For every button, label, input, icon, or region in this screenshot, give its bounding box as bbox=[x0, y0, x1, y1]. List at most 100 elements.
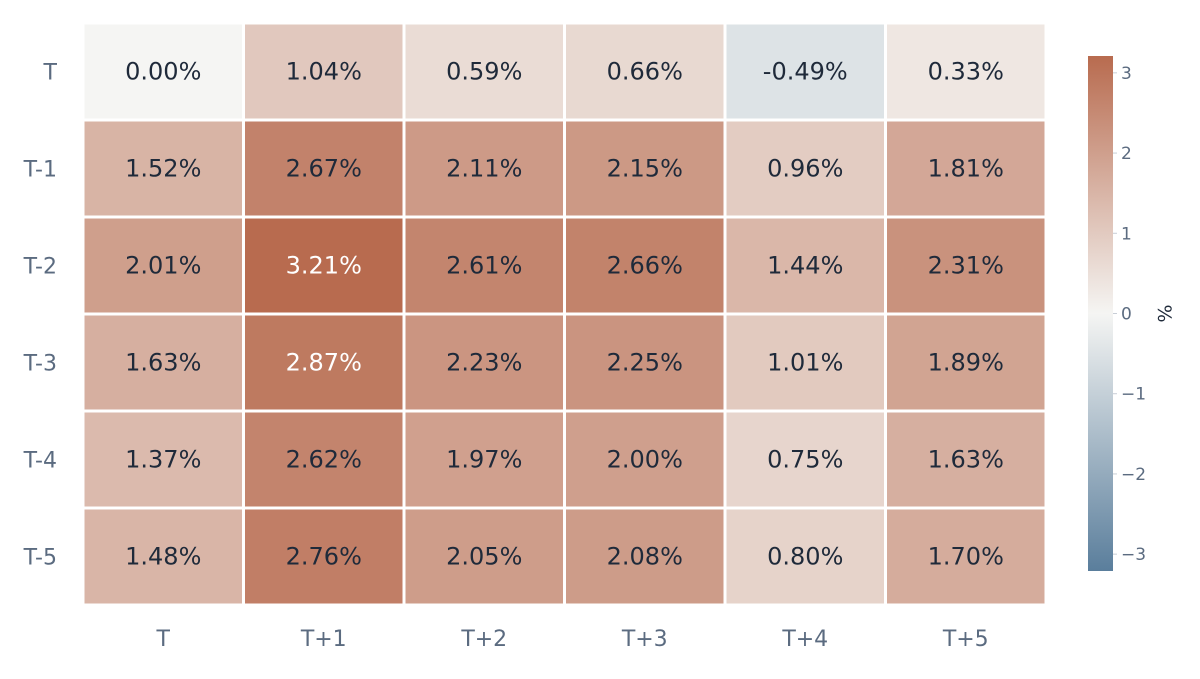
cell-value-label: 3.21% bbox=[286, 252, 362, 280]
heatmap-cell bbox=[405, 509, 563, 604]
y-tick-label: T-3 bbox=[23, 352, 57, 377]
colorbar-gradient bbox=[1088, 56, 1113, 571]
heatmap-cell bbox=[245, 218, 403, 313]
heatmap-cell bbox=[405, 412, 563, 507]
colorbar-tick-label: 1 bbox=[1121, 224, 1132, 244]
heatmap-cell bbox=[84, 509, 242, 604]
x-tick-label: T+3 bbox=[621, 627, 668, 652]
colorbar-tick-label: 3 bbox=[1121, 64, 1132, 84]
cell-value-label: 1.70% bbox=[928, 543, 1004, 571]
heatmap-cell bbox=[245, 509, 403, 604]
cell-value-label: 2.25% bbox=[607, 349, 683, 377]
cell-value-label: 2.61% bbox=[446, 252, 522, 280]
heatmap-cell bbox=[245, 121, 403, 216]
x-tick-label: T+5 bbox=[942, 627, 989, 652]
heatmap-cell bbox=[726, 315, 884, 410]
cell-value-label: 1.63% bbox=[928, 446, 1004, 474]
cell-value-label: 0.33% bbox=[928, 58, 1004, 86]
heatmap-cell bbox=[405, 315, 563, 410]
y-tick-label: T-1 bbox=[23, 158, 57, 183]
cell-value-label: 1.97% bbox=[446, 446, 522, 474]
cell-value-label: 1.52% bbox=[125, 155, 201, 183]
heatmap-cell bbox=[84, 412, 242, 507]
cell-value-label: 2.11% bbox=[446, 155, 522, 183]
cell-value-label: 2.08% bbox=[607, 543, 683, 571]
heatmap-cell-labels: 0.00% 1.04% 0.59% 0.66% -0.49% 0.33% 1.52% 2.67… bbox=[125, 58, 1004, 571]
heatmap-cell bbox=[887, 509, 1045, 604]
heatmap-cell bbox=[84, 121, 242, 216]
x-axis: T T+1 T+2 T+3 T+4 T+5 bbox=[156, 627, 989, 652]
heatmap-cell bbox=[405, 218, 563, 313]
cell-value-label: 0.75% bbox=[767, 446, 843, 474]
heatmap-cell bbox=[245, 412, 403, 507]
y-tick-label: T-4 bbox=[23, 449, 57, 474]
cell-value-label: 1.37% bbox=[125, 446, 201, 474]
heatmap-cell bbox=[405, 121, 563, 216]
cell-value-label: 1.89% bbox=[928, 349, 1004, 377]
heatmap-cell bbox=[84, 218, 242, 313]
cell-value-label: 1.01% bbox=[767, 349, 843, 377]
heatmap-cell bbox=[566, 218, 724, 313]
colorbar-tick-label: −3 bbox=[1121, 545, 1146, 565]
x-tick-label: T+4 bbox=[781, 627, 828, 652]
heatmap-cell bbox=[245, 24, 403, 119]
y-tick-label: T bbox=[43, 61, 58, 86]
heatmap-cell bbox=[887, 24, 1045, 119]
cell-value-label: 2.15% bbox=[607, 155, 683, 183]
heatmap-cell bbox=[726, 412, 884, 507]
y-axis: T T-1 T-2 T-3 T-4 T-5 bbox=[23, 61, 58, 571]
cell-value-label: 2.05% bbox=[446, 543, 522, 571]
y-tick-label: T-2 bbox=[23, 255, 57, 280]
cell-value-label: 0.59% bbox=[446, 58, 522, 86]
heatmap-cell bbox=[887, 315, 1045, 410]
cell-value-label: 0.96% bbox=[767, 155, 843, 183]
colorbar-tick-label: −2 bbox=[1121, 465, 1146, 485]
cell-value-label: 1.48% bbox=[125, 543, 201, 571]
x-tick-label: T+2 bbox=[460, 627, 507, 652]
heatmap-cell bbox=[245, 315, 403, 410]
colorbar-tick-label: 2 bbox=[1121, 144, 1132, 164]
heatmap-cell bbox=[726, 24, 884, 119]
heatmap-cell bbox=[726, 218, 884, 313]
cell-value-label: 2.76% bbox=[286, 543, 362, 571]
heatmap-cell bbox=[887, 121, 1045, 216]
colorbar-title: % bbox=[1153, 304, 1175, 322]
cell-value-label: 2.31% bbox=[928, 252, 1004, 280]
heatmap-cell bbox=[566, 121, 724, 216]
cell-value-label: 1.44% bbox=[767, 252, 843, 280]
heatmap-cell bbox=[566, 412, 724, 507]
cell-value-label: 2.87% bbox=[286, 349, 362, 377]
heatmap-cell bbox=[726, 121, 884, 216]
heatmap-cell bbox=[887, 412, 1045, 507]
cell-value-label: 1.63% bbox=[125, 349, 201, 377]
y-tick-label: T-5 bbox=[23, 546, 57, 571]
heatmap-cell bbox=[84, 24, 242, 119]
cell-value-label: 2.23% bbox=[446, 349, 522, 377]
cell-value-label: -0.49% bbox=[763, 58, 848, 86]
cell-value-label: 2.00% bbox=[607, 446, 683, 474]
colorbar-tick-label: −1 bbox=[1121, 385, 1146, 405]
cell-value-label: 2.66% bbox=[607, 252, 683, 280]
cell-value-label: 2.62% bbox=[286, 446, 362, 474]
cell-value-label: 0.00% bbox=[125, 58, 201, 86]
x-tick-label: T+1 bbox=[300, 627, 347, 652]
cell-value-label: 2.67% bbox=[286, 155, 362, 183]
cell-value-label: 0.80% bbox=[767, 543, 843, 571]
heatmap-cell bbox=[887, 218, 1045, 313]
heatmap-cell bbox=[726, 509, 884, 604]
colorbar-tick-label: 0 bbox=[1121, 305, 1132, 325]
heatmap-cells bbox=[84, 24, 1045, 604]
heatmap-cell bbox=[566, 315, 724, 410]
heatmap-cell bbox=[405, 24, 563, 119]
x-tick-label: T bbox=[156, 627, 171, 652]
cell-value-label: 1.04% bbox=[286, 58, 362, 86]
colorbar: 3 2 1 0 −1 −2 −3% bbox=[1088, 56, 1175, 571]
heatmap-cell bbox=[566, 509, 724, 604]
heatmap-cell bbox=[566, 24, 724, 119]
cell-value-label: 1.81% bbox=[928, 155, 1004, 183]
heatmap-cell bbox=[84, 315, 242, 410]
cell-value-label: 0.66% bbox=[607, 58, 683, 86]
cell-value-label: 2.01% bbox=[125, 252, 201, 280]
